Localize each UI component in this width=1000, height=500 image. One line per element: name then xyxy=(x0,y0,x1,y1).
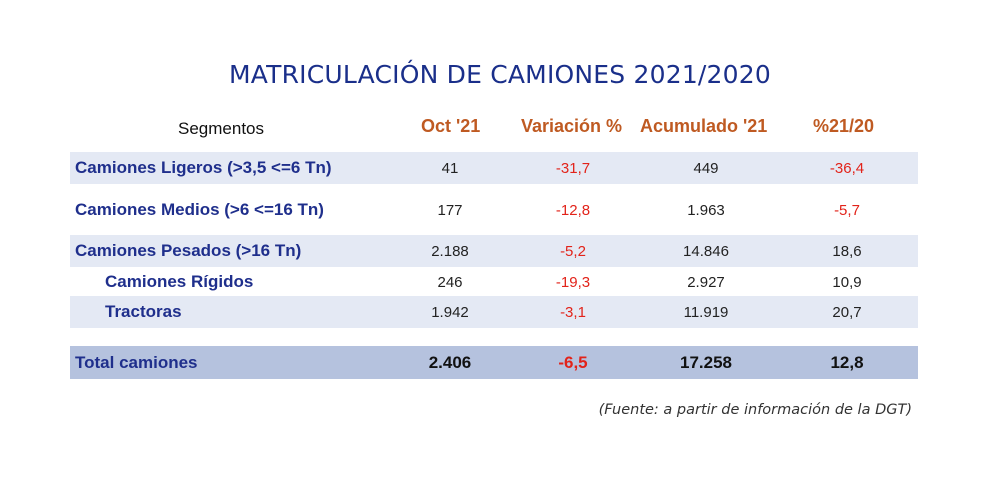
row-label: Camiones Rígidos xyxy=(105,272,254,291)
cell-pct: -36,4 xyxy=(829,159,865,177)
cell-variacion: -31,7 xyxy=(555,159,591,177)
cell-variacion: -5,2 xyxy=(560,242,586,260)
table-row: Camiones Ligeros (>3,5 <=6 Tn) 41 -31,7 … xyxy=(70,152,918,184)
header-oct: Oct '21 xyxy=(421,116,481,136)
table-row: Camiones Pesados (>16 Tn) 2.188 -5,2 14.… xyxy=(70,235,918,267)
cell-pct: 18,6 xyxy=(832,242,862,260)
header-pct: %21/20 xyxy=(813,116,875,136)
source-note: (Fuente: a partir de información de la D… xyxy=(598,402,912,418)
cell-acumulado: 2.927 xyxy=(687,273,725,291)
cell-oct: 246 xyxy=(437,273,463,291)
cell-pct: 10,9 xyxy=(832,273,862,291)
total-acumulado: 17.258 xyxy=(680,352,732,372)
cell-acumulado: 11.919 xyxy=(683,303,729,321)
cell-acumulado: 449 xyxy=(693,159,719,177)
cell-oct: 177 xyxy=(437,201,463,219)
cell-acumulado: 14.846 xyxy=(683,242,729,260)
total-variacion: -6,5 xyxy=(558,352,588,372)
table-title: MATRICULACIÓN DE CAMIONES 2021/2020 xyxy=(229,60,771,89)
cell-pct: -5,7 xyxy=(834,201,860,219)
cell-variacion: -12,8 xyxy=(555,201,591,219)
table-row: Camiones Medios (>6 <=16 Tn) 177 -12,8 1… xyxy=(70,194,918,226)
cell-variacion: -3,1 xyxy=(560,303,586,321)
cell-oct: 2.188 xyxy=(431,242,469,260)
cell-variacion: -19,3 xyxy=(555,273,591,291)
row-label: Camiones Pesados (>16 Tn) xyxy=(75,241,302,260)
table-row: Tractoras 1.942 -3,1 11.919 20,7 xyxy=(70,296,918,328)
cell-pct: 20,7 xyxy=(832,303,862,321)
table-row: Camiones Rígidos 246 -19,3 2.927 10,9 xyxy=(70,266,918,298)
total-oct: 2.406 xyxy=(428,352,472,372)
cell-oct: 1.942 xyxy=(431,303,469,321)
header-segmentos: Segmentos xyxy=(178,119,264,138)
total-row: Total camiones 2.406 -6,5 17.258 12,8 xyxy=(70,346,918,379)
cell-oct: 41 xyxy=(441,159,459,177)
row-label: Camiones Medios (>6 <=16 Tn) xyxy=(75,200,324,219)
row-label: Camiones Ligeros (>3,5 <=6 Tn) xyxy=(75,158,332,177)
header-variacion: Variación % xyxy=(521,116,623,136)
total-pct: 12,8 xyxy=(830,352,864,372)
header-acumulado: Acumulado '21 xyxy=(640,116,768,136)
row-label: Tractoras xyxy=(105,302,182,321)
cell-acumulado: 1.963 xyxy=(687,201,725,219)
total-label: Total camiones xyxy=(75,352,198,372)
